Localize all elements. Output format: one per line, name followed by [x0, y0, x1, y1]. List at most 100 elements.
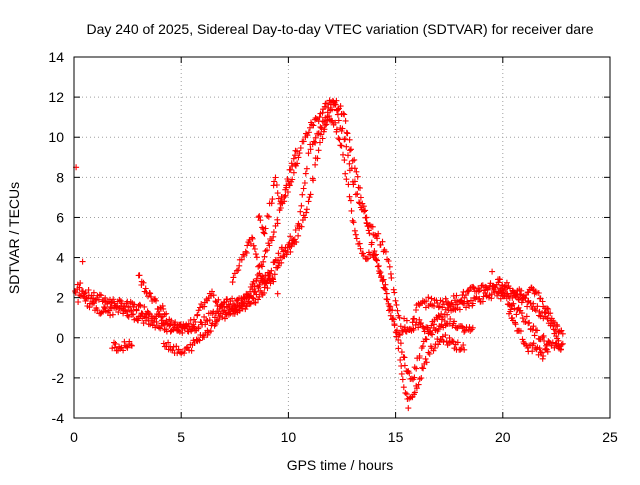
data-point: [255, 296, 261, 303]
data-point: [165, 339, 172, 346]
data-point: [310, 122, 317, 129]
y-tick-label: -2: [52, 370, 65, 386]
data-point: [489, 268, 496, 275]
data-point: [190, 323, 197, 330]
data-point: [353, 168, 360, 175]
data-point: [85, 295, 91, 302]
data-point: [446, 334, 453, 341]
data-point: [519, 315, 526, 322]
data-point: [271, 178, 278, 185]
data-point: [146, 289, 153, 296]
data-point: [305, 129, 312, 136]
data-point: [423, 298, 430, 305]
data-point: [354, 190, 361, 197]
data-point: [307, 124, 313, 131]
data-point: [348, 207, 355, 214]
data-point: [240, 251, 247, 258]
data-point: [131, 301, 138, 308]
data-point: [219, 314, 226, 321]
data-point: [377, 269, 384, 276]
data-point: [547, 310, 554, 317]
data-point: [532, 307, 539, 314]
data-point: [112, 340, 119, 347]
data-point: [518, 310, 525, 317]
data-point: [241, 252, 248, 259]
data-point: [434, 300, 441, 307]
data-point: [371, 252, 378, 259]
data-point: [310, 177, 317, 184]
data-point: [335, 117, 342, 124]
data-point: [345, 181, 352, 188]
data-point: [94, 307, 101, 313]
data-point: [516, 292, 523, 298]
data-point: [439, 304, 446, 311]
data-point: [377, 241, 384, 248]
data-point: [530, 323, 537, 330]
data-point: [270, 229, 277, 236]
data-point: [183, 322, 190, 329]
data-point: [229, 295, 236, 302]
data-point: [346, 136, 353, 143]
data-point: [230, 274, 237, 281]
data-point: [147, 290, 154, 297]
data-point: [233, 267, 240, 274]
data-point: [388, 274, 395, 281]
data-point: [300, 138, 307, 145]
data-point: [220, 299, 227, 306]
data-point: [333, 126, 340, 133]
data-point: [292, 227, 299, 233]
data-point: [196, 337, 203, 344]
data-point: [451, 305, 458, 312]
data-point: [136, 301, 143, 308]
data-point: [306, 194, 313, 201]
data-point: [397, 357, 404, 363]
data-point: [115, 309, 122, 316]
data-point: [398, 370, 405, 377]
data-point: [212, 298, 219, 305]
data-point: [260, 229, 267, 236]
data-point: [188, 347, 195, 354]
data-point: [354, 173, 361, 180]
data-point: [460, 342, 467, 348]
data-point: [242, 248, 249, 255]
data-point: [479, 298, 486, 305]
data-point: [261, 284, 268, 291]
data-point: [317, 131, 324, 138]
data-point: [363, 256, 370, 263]
data-point: [215, 296, 222, 303]
x-tick-label: 5: [177, 429, 185, 445]
data-point: [401, 354, 408, 361]
data-point: [353, 235, 360, 242]
data-point: [294, 160, 301, 167]
data-point: [391, 321, 398, 328]
data-point: [303, 209, 310, 216]
data-point: [287, 233, 294, 240]
data-point: [269, 196, 276, 203]
data-point: [469, 300, 476, 307]
data-point: [342, 117, 349, 124]
data-point: [374, 263, 381, 270]
data-point: [507, 308, 514, 315]
data-point: [166, 322, 173, 329]
data-point: [368, 239, 375, 246]
data-point: [340, 110, 347, 117]
data-point: [287, 166, 294, 173]
data-point: [443, 299, 450, 305]
data-point: [102, 295, 109, 302]
data-point: [406, 370, 413, 377]
data-point: [363, 214, 370, 221]
data-point: [264, 285, 271, 292]
data-point: [423, 359, 430, 366]
data-point: [81, 295, 88, 302]
data-point: [270, 278, 277, 285]
data-point: [518, 287, 525, 294]
data-point: [142, 285, 149, 292]
data-point: [522, 295, 529, 302]
data-point: [281, 194, 288, 200]
data-point: [536, 345, 543, 352]
data-point: [415, 324, 422, 331]
data-point: [77, 280, 84, 287]
data-point: [532, 288, 539, 295]
data-point: [461, 346, 468, 353]
